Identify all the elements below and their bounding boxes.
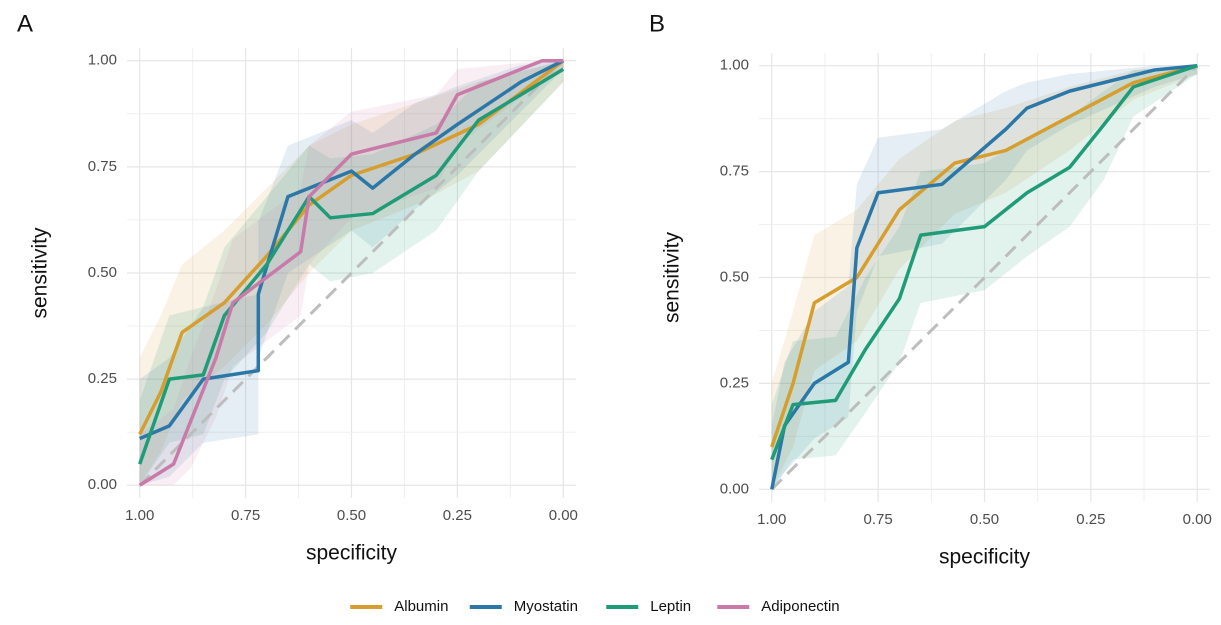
x-tick-label: 0.25 [443, 507, 472, 524]
ci-band [771, 65, 1198, 490]
x-tick-label: 0.00 [549, 507, 578, 524]
x-tick-label: 0.25 [1076, 511, 1105, 528]
panel-label: B [649, 10, 665, 37]
y-tick-label: 0.75 [88, 158, 117, 175]
legend-label: Albumin [394, 598, 448, 615]
x-tick-label: 1.00 [125, 507, 154, 524]
x-axis-title: specificity [306, 542, 398, 565]
roc-line [770, 64, 1198, 461]
legend-label: Leptin [650, 598, 691, 615]
roc-line [770, 63, 1198, 490]
x-tick-label: 0.00 [1183, 511, 1212, 528]
reference-line [138, 59, 565, 487]
x-tick-label: 0.50 [970, 511, 999, 528]
y-tick-label: 1.00 [720, 57, 749, 74]
y-tick-label: 0.00 [88, 476, 117, 493]
y-tick-label: 1.00 [88, 52, 117, 69]
x-tick-label: 0.75 [864, 511, 893, 528]
legend: Albumin Myostatin Leptin Adiponectin [350, 598, 840, 615]
x-tick-label: 0.50 [337, 507, 366, 524]
x-axis-title: specificity [939, 546, 1031, 569]
y-tick-label: 0.25 [88, 370, 117, 387]
y-axis-title: sensitivity [661, 231, 684, 323]
legend-label: Myostatin [514, 598, 578, 615]
panel-label: A [17, 10, 33, 37]
x-tick-label: 0.75 [231, 507, 260, 524]
panel: 1.00 0.75 0.50 0.25 0.00 0.00 0.25 0.50 0.75 1.00… [649, 10, 1212, 568]
y-tick-label: 0.00 [720, 480, 749, 497]
y-tick-label: 0.50 [88, 264, 117, 281]
reference-line [770, 64, 1199, 491]
y-tick-label: 0.75 [720, 163, 749, 180]
y-tick-label: 0.25 [720, 374, 749, 391]
y-tick-label: 0.50 [720, 268, 749, 285]
roc-line [138, 58, 564, 487]
panel: 1.00 0.75 0.50 0.25 0.00 0.00 0.25 0.50 0.75 1.00… [17, 10, 578, 564]
y-axis-title: sensitivity [29, 227, 52, 319]
legend-label: Adiponectin [761, 598, 839, 615]
x-tick-label: 1.00 [757, 511, 786, 528]
